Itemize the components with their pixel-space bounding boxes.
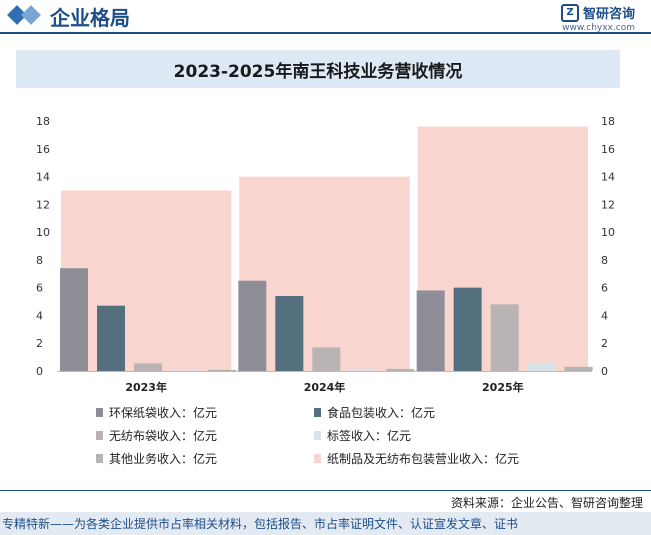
bar (208, 369, 236, 371)
legend-label: 无纺布袋收入：亿元 (109, 429, 218, 443)
y-tick-label-right: 4 (601, 309, 608, 322)
y-tick-label-right: 18 (601, 115, 615, 128)
legend-label: 环保纸袋收入：亿元 (109, 406, 218, 420)
y-tick-label-left: 8 (36, 254, 43, 267)
bar (97, 305, 125, 371)
y-tick-label-left: 2 (36, 337, 43, 350)
bar (349, 368, 378, 371)
y-tick-label-right: 16 (601, 143, 615, 156)
bar (171, 370, 199, 372)
y-tick-label-left: 16 (36, 143, 50, 156)
legend-swatch (96, 454, 103, 463)
legend-label: 纸制品及无纺布包装营业收入：亿元 (327, 452, 520, 466)
y-tick-label-right: 10 (601, 226, 615, 239)
legend-item: 其他业务收入：亿元 (96, 450, 217, 467)
background-bar (239, 176, 410, 371)
bar-chart: 0 0 2 2 4 4 6 6 8 8 10 10 12 12 14 14 16 16 18 18 2023年 2024年… (36, 115, 615, 394)
legend-swatch (314, 431, 321, 440)
x-tick-label: 2023年 (125, 380, 167, 394)
y-tick-label-left: 18 (36, 115, 50, 128)
legend-label: 食品包装收入：亿元 (327, 406, 436, 420)
footer-banner: 专精特新——为各类企业提供市占率相关材料，包括报告、市占率证明文件、认证宣发文章… (0, 512, 651, 535)
bar (275, 296, 304, 371)
header-divider (0, 32, 651, 34)
y-tick-label-left: 12 (36, 198, 50, 211)
bar (386, 368, 415, 371)
header: 企业格局 Z 智研咨询 www.chyxx.com (0, 0, 651, 40)
bar (312, 347, 341, 371)
y-tick-label-left: 0 (36, 365, 43, 378)
legend-swatch (96, 408, 103, 417)
x-tick-label: 2024年 (304, 380, 346, 394)
y-tick-label-left: 14 (36, 171, 50, 184)
bar (416, 290, 445, 371)
brand-url: www.chyxx.com (562, 23, 635, 33)
legend-item: 标签收入：亿元 (314, 427, 411, 444)
legend-item: 环保纸袋收入：亿元 (96, 404, 217, 421)
y-tick-label-right: 6 (601, 282, 608, 295)
y-tick-label-left: 10 (36, 226, 50, 239)
bar (453, 287, 482, 371)
x-tick-label: 2025年 (482, 380, 524, 394)
bar (134, 363, 162, 371)
bar (238, 280, 267, 371)
brand: Z 智研咨询 www.chyxx.com (560, 3, 635, 33)
legend-item: 食品包装收入：亿元 (314, 404, 435, 421)
legend-item: 纸制品及无纺布包装营业收入：亿元 (314, 450, 519, 467)
legend-item: 无纺布袋收入：亿元 (96, 427, 217, 444)
bar (490, 304, 519, 371)
y-tick-label-left: 4 (36, 309, 43, 322)
section-title: 企业格局 (50, 6, 130, 30)
chart-title: 2023-2025年南王科技业务营收情况 (173, 61, 463, 82)
legend-swatch (96, 431, 103, 440)
legend-label: 其他业务收入：亿元 (109, 452, 218, 466)
bar (564, 366, 593, 371)
source-note: 资料来源：企业公告、智研咨询整理 (450, 496, 643, 510)
y-tick-label-right: 14 (601, 171, 615, 184)
y-tick-label-right: 0 (601, 365, 608, 378)
bar (527, 362, 556, 371)
y-tick-label-right: 8 (601, 254, 608, 267)
chart-title-bar: 2023-2025年南王科技业务营收情况 (16, 50, 620, 88)
legend-swatch (314, 408, 321, 417)
source-divider (0, 490, 651, 491)
background-bar (61, 190, 232, 371)
bar (60, 268, 88, 371)
y-tick-label-left: 6 (36, 282, 43, 295)
legend-label: 标签收入：亿元 (327, 429, 412, 443)
brand-name: 智研咨询 (582, 7, 635, 22)
y-tick-label-right: 2 (601, 337, 608, 350)
legend-swatch (314, 454, 321, 463)
y-tick-label-right: 12 (601, 198, 615, 211)
brand-logo-icon: Z (560, 3, 579, 22)
